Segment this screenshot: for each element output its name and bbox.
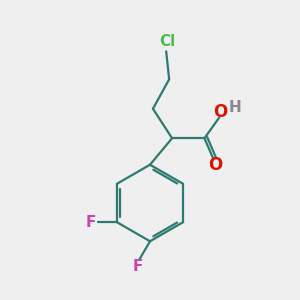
Text: O: O [214,103,228,121]
Text: H: H [229,100,242,115]
Text: F: F [133,259,143,274]
Text: Cl: Cl [160,34,176,49]
Text: O: O [208,156,222,174]
Text: F: F [86,214,96,230]
